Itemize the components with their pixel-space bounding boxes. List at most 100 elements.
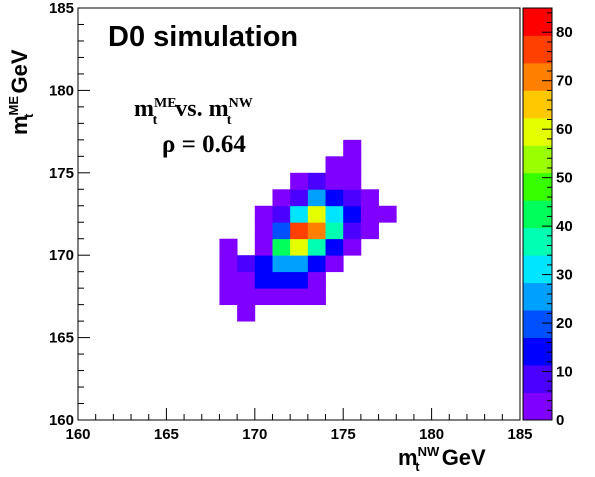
- palette-swatch: [523, 337, 552, 366]
- heatmap-cell: [307, 222, 326, 240]
- palette-tick-label: 0: [556, 412, 564, 429]
- heatmap-cell: [343, 205, 362, 223]
- y-tick-label: 160: [49, 412, 74, 429]
- heatmap-cell: [237, 304, 256, 322]
- heatmap-cell: [254, 255, 273, 273]
- heatmap-cell: [343, 238, 362, 256]
- heatmap-cell: [360, 189, 379, 207]
- heatmap-cell: [254, 222, 273, 240]
- y-tick-label: 175: [49, 165, 74, 182]
- palette-tick-label: 40: [556, 218, 573, 235]
- x-tick-label: 175: [331, 426, 356, 443]
- heatmap-cell: [325, 172, 344, 190]
- heatmap-cell: [272, 222, 291, 240]
- heatmap-cell: [325, 156, 344, 174]
- heatmap-cell: [307, 205, 326, 223]
- palette-tick-label: 70: [556, 73, 573, 90]
- heatmap-cell: [307, 189, 326, 207]
- palette-tick-label: 30: [556, 267, 573, 284]
- heatmap-cell: [378, 205, 397, 223]
- palette-swatch: [523, 282, 552, 311]
- palette-swatch: [523, 255, 552, 284]
- plot-frame: [77, 7, 521, 421]
- heatmap-cell: [272, 255, 291, 273]
- heatmap-cell: [307, 255, 326, 273]
- heatmap-cell: [343, 139, 362, 157]
- x-tick-label: 165: [154, 426, 179, 443]
- palette-frame: [522, 7, 553, 421]
- heatmap-cell: [307, 172, 326, 190]
- x-tick-label: 180: [419, 426, 444, 443]
- x-axis: 160 165 170 175 180 185: [65, 408, 533, 443]
- heatmap-cell: [325, 222, 344, 240]
- x-tick-label: 185: [507, 426, 532, 443]
- x-tick-label: 160: [65, 426, 90, 443]
- y-tick-label: 165: [49, 330, 74, 347]
- palette-swatch: [523, 172, 552, 201]
- x-axis-title: mNW t GeV: [398, 444, 486, 474]
- heatmap-cell: [219, 288, 238, 306]
- heatmap-cell: [219, 271, 238, 289]
- palette-swatch: [523, 62, 552, 91]
- heatmap-cell: [219, 238, 238, 256]
- heatmap-cell: [237, 271, 256, 289]
- heatmap-cell: [290, 255, 309, 273]
- heatmap-cells: [219, 139, 397, 322]
- heatmap-cell: [343, 189, 362, 207]
- heatmap-cell: [254, 238, 273, 256]
- heatmap-cell: [360, 205, 379, 223]
- palette-tick-label: 20: [556, 315, 573, 332]
- heatmap-cell: [254, 205, 273, 223]
- y-tick-label: 185: [49, 0, 74, 17]
- heatmap-cell: [290, 172, 309, 190]
- chart-title: D0 simulation: [108, 21, 298, 53]
- palette-swatch: [523, 310, 552, 338]
- heatmap-cell: [325, 255, 344, 273]
- y-axis: 160 165 170 175 180 185: [49, 0, 90, 429]
- heatmap-cell: [254, 288, 273, 306]
- heatmap-cell: [290, 238, 309, 256]
- heatmap-cell: [290, 288, 309, 306]
- heatmap-cell: [325, 189, 344, 207]
- palette-swatch: [523, 227, 552, 256]
- heatmap-cell: [219, 255, 238, 273]
- palette-swatch: [523, 392, 552, 421]
- x-tick-label: 170: [242, 426, 267, 443]
- palette-swatch: [523, 145, 552, 174]
- heatmap-cell: [307, 238, 326, 256]
- heatmap-cell: [343, 172, 362, 190]
- palette-swatch: [523, 8, 552, 36]
- y-axis-title: mMEt GeV: [6, 49, 36, 135]
- heatmap-cell: [272, 189, 291, 207]
- palette-swatch: [523, 117, 552, 146]
- palette-tick-label: 10: [556, 364, 573, 381]
- palette-swatch: [523, 35, 552, 64]
- heatmap-cell: [343, 222, 362, 240]
- y-tick-label: 170: [49, 247, 74, 264]
- heatmap-cell: [325, 238, 344, 256]
- palette-tick-label: 60: [556, 121, 573, 138]
- palette-tick-label: 80: [556, 24, 573, 41]
- correlation-label: ρ = 0.64: [162, 131, 246, 158]
- palette-swatch: [523, 365, 552, 393]
- heatmap-cell: [290, 222, 309, 240]
- heatmap-cell: [307, 288, 326, 306]
- heatmap-cell: [272, 238, 291, 256]
- heatmap-cell: [237, 288, 256, 306]
- heatmap-cell: [272, 205, 291, 223]
- heatmap-cell: [325, 205, 344, 223]
- heatmap-cell: [237, 255, 256, 273]
- y-tick-label: 180: [49, 82, 74, 99]
- heatmap-cell: [360, 222, 379, 240]
- heatmap-cell: [290, 271, 309, 289]
- chart-subtitle: mME t vs. mNW t: [134, 96, 253, 128]
- color-palette: 0 10 20 30 40 50 60 70 80: [522, 7, 573, 429]
- heatmap-cell: [272, 288, 291, 306]
- palette-swatch: [523, 200, 552, 229]
- heatmap-cell: [290, 205, 309, 223]
- palette-swatch: [523, 90, 552, 119]
- heatmap-cell: [290, 189, 309, 207]
- heatmap-cell: [307, 271, 326, 289]
- palette-tick-label: 50: [556, 170, 573, 187]
